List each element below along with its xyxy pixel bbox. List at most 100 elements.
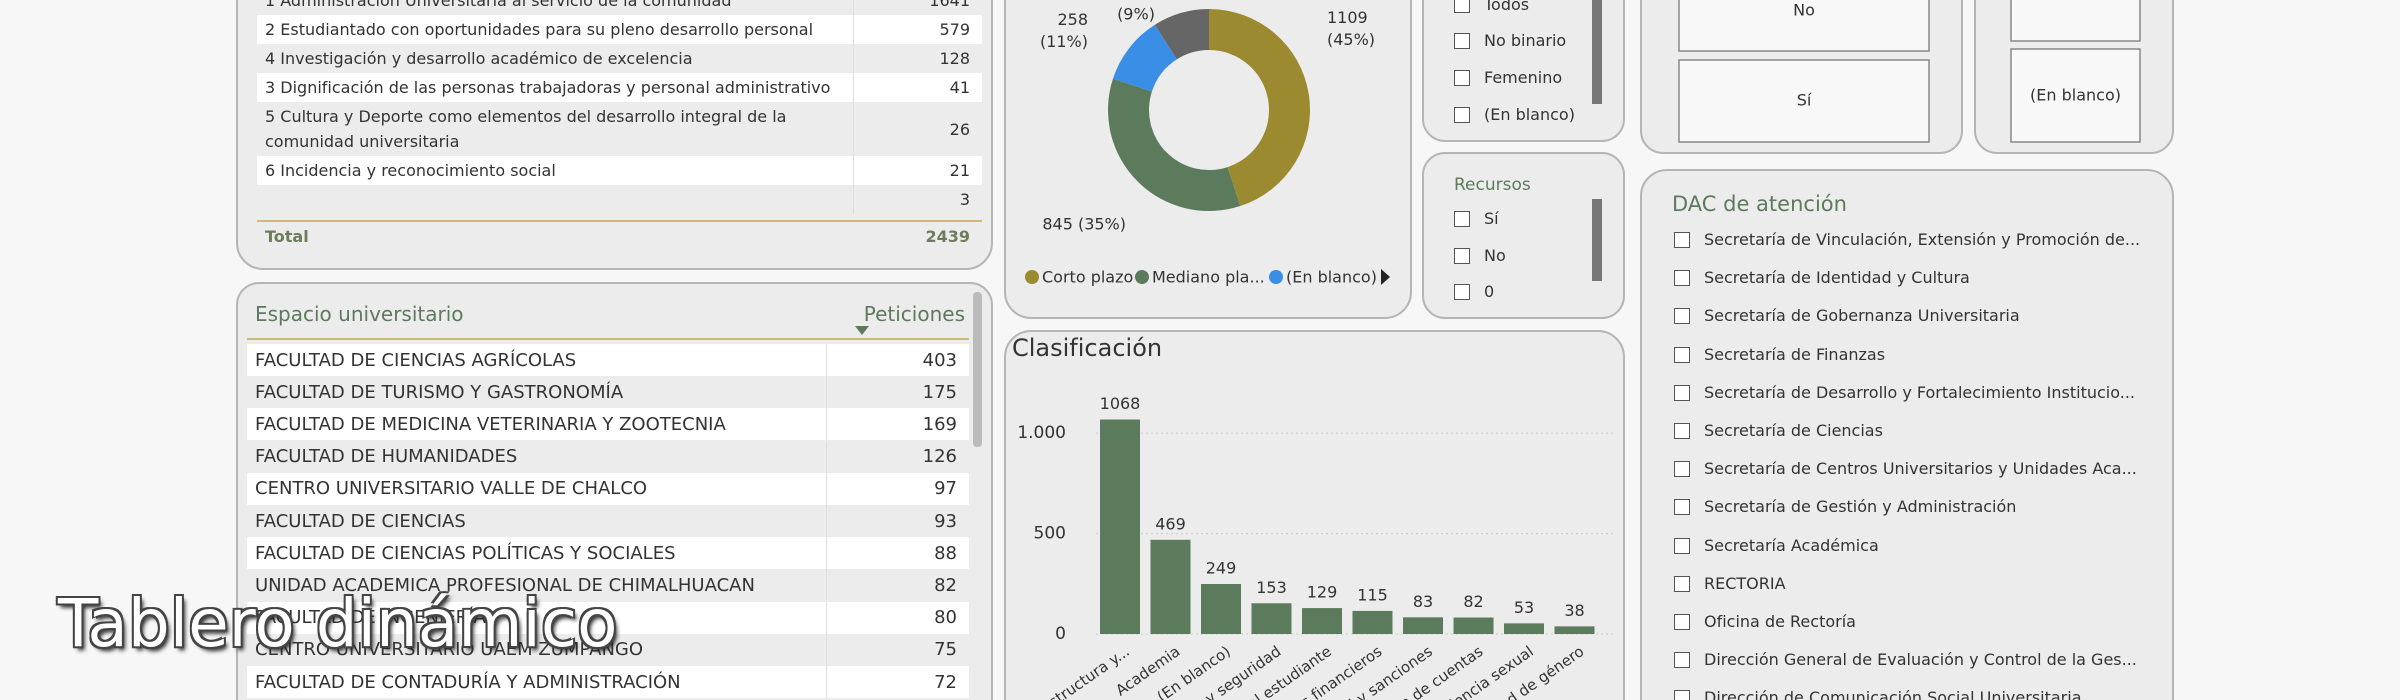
checkbox[interactable] xyxy=(1454,284,1470,300)
watermark: Tablero dinámico xyxy=(58,585,618,662)
checkbox[interactable] xyxy=(1674,232,1690,248)
table-row: FACULTAD DE CIENCIAS AGRÍCOLAS 403 xyxy=(247,344,969,376)
checkbox[interactable] xyxy=(1674,690,1690,700)
checkbox-label[interactable]: Secretaría de Vinculación, Extensión y P… xyxy=(1704,230,2141,249)
table-header: Espacio universitario Peticiones xyxy=(247,290,969,340)
checkbox[interactable] xyxy=(1674,537,1690,554)
row-value: 1641 xyxy=(853,0,982,15)
bar xyxy=(1554,626,1595,634)
total-row: Total 2439 xyxy=(257,220,982,250)
table-row: 1 Administración Universitaria al servic… xyxy=(257,0,982,15)
checkbox-label[interactable]: Todos xyxy=(1484,0,1530,14)
checkbox[interactable] xyxy=(1674,423,1690,439)
checkbox-label[interactable]: Dirección de Comunicación Social Univers… xyxy=(1704,688,2082,700)
scrollbar[interactable] xyxy=(973,292,982,447)
bar xyxy=(1150,539,1191,634)
header-value: Peticiones xyxy=(863,302,965,326)
label-line: (11%) xyxy=(1040,32,1088,51)
y-tick-label: 1.000 xyxy=(1017,423,1066,443)
label-line: 258 xyxy=(1057,10,1088,29)
checkbox[interactable] xyxy=(1674,614,1690,630)
bar xyxy=(1201,583,1241,634)
donut-slice xyxy=(1112,24,1177,92)
row-label: FACULTAD DE CIENCIAS xyxy=(255,510,466,532)
checkbox-label[interactable]: No xyxy=(1484,246,1506,265)
legend-swatch xyxy=(1135,270,1149,284)
data-label: (9%) xyxy=(1117,5,1155,24)
checkbox-label[interactable]: 0 xyxy=(1484,282,1495,301)
checkbox[interactable] xyxy=(1674,308,1690,325)
tile[interactable] xyxy=(2010,48,2141,143)
checkbox[interactable] xyxy=(1674,575,1690,592)
row-value: 93 xyxy=(826,505,969,537)
checkbox[interactable] xyxy=(1454,33,1470,49)
bar xyxy=(1504,623,1544,634)
row-value: 82 xyxy=(826,569,969,602)
donut-slice xyxy=(1107,78,1241,212)
gender-panel xyxy=(1422,0,1625,142)
checkbox-label[interactable]: Sí xyxy=(1484,209,1499,228)
bar xyxy=(1453,617,1494,634)
scrollbar[interactable] xyxy=(1592,0,1602,104)
checkbox-label[interactable]: Secretaría de Finanzas xyxy=(1704,344,1886,364)
sort-arrow[interactable] xyxy=(855,326,869,335)
checkbox-label[interactable]: RECTORIA xyxy=(1704,573,1786,593)
row-label: FACULTAD DE INGENIERÍA xyxy=(255,607,486,629)
checkbox[interactable] xyxy=(1454,70,1470,86)
data-label: 1109 (45%) xyxy=(1327,8,1375,49)
legend-swatch xyxy=(1025,270,1039,284)
tile[interactable] xyxy=(1678,59,1930,143)
row-value: 403 xyxy=(826,344,969,376)
table-row: 5 Cultura y Deporte como elementos del d… xyxy=(257,102,982,156)
checkbox[interactable] xyxy=(1674,499,1690,516)
dac-panel xyxy=(1640,169,2174,700)
row-label: 6 Incidencia y reconocimiento social xyxy=(265,161,556,180)
checkbox-label[interactable]: Secretaría de Gestión y Administración xyxy=(1704,497,2017,517)
legend-label: Corto plazo xyxy=(1042,268,1133,287)
scrollbar[interactable] xyxy=(1592,199,1602,281)
checkbox[interactable] xyxy=(1674,270,1690,287)
checkbox-label[interactable]: Dirección General de Evaluación y Contro… xyxy=(1704,650,2137,670)
table-row: CENTRO UNIVERSITARIO UAEM ZUMPANGO 75 xyxy=(247,633,969,666)
legend-label: Mediano pla... xyxy=(1152,268,1265,287)
table-row: 6 Incidencia y reconocimiento social 21 xyxy=(257,156,982,185)
total-value: 2439 xyxy=(925,226,970,246)
row-label: FACULTAD DE CIENCIAS AGRÍCOLAS xyxy=(255,349,577,371)
checkbox[interactable] xyxy=(1674,461,1690,478)
checkbox-label[interactable]: Secretaría de Desarrollo y Fortalecimien… xyxy=(1704,382,2135,402)
checkbox[interactable] xyxy=(1674,652,1690,669)
checkbox[interactable] xyxy=(1454,107,1470,123)
row-label: 4 Investigación y desarrollo académico d… xyxy=(265,49,693,68)
checkbox[interactable] xyxy=(1674,346,1690,363)
checkbox-label[interactable]: No binario xyxy=(1484,31,1567,50)
tile[interactable] xyxy=(2010,0,2141,42)
tile-label: No vacío xyxy=(2041,0,2110,4)
table-row: FACULTAD DE HUMANIDADES 126 xyxy=(247,440,969,473)
checkbox-label[interactable]: Secretaría de Identidad y Cultura xyxy=(1704,268,1970,288)
checkbox-label[interactable]: (En blanco) xyxy=(1484,105,1575,124)
table-row: FACULTAD DE CIENCIAS 93 xyxy=(247,505,969,537)
checkbox-label[interactable]: Femenino xyxy=(1484,68,1563,87)
tile[interactable] xyxy=(1678,0,1930,52)
row-value: 128 xyxy=(853,44,982,73)
value-label: 469 xyxy=(1155,514,1186,533)
checkbox-label[interactable]: Secretaría de Gobernanza Universitaria xyxy=(1704,306,2020,326)
checkbox[interactable] xyxy=(1454,211,1470,227)
row-value: 80 xyxy=(826,601,969,634)
donut-panel xyxy=(1004,0,1412,319)
data-label: 258 (11%) xyxy=(1040,10,1088,51)
checkbox-label[interactable]: Secretaría de Ciencias xyxy=(1704,421,1883,440)
total-label: Total xyxy=(265,226,309,246)
checkbox-label[interactable]: Oficina de Rectoría xyxy=(1704,612,1856,631)
checkbox[interactable] xyxy=(1454,248,1470,264)
checkbox-label[interactable]: Secretaría de Centros Universitarios y U… xyxy=(1704,459,2137,479)
row-value: 579 xyxy=(853,15,982,44)
table-row: 3 Dignificación de las personas trabajad… xyxy=(257,73,982,102)
checkbox[interactable] xyxy=(1674,384,1690,401)
legend-next[interactable] xyxy=(1381,269,1390,285)
row-label: FACULTAD DE HUMANIDADES xyxy=(255,446,518,468)
row-label: 5 Cultura y Deporte como elementos del d… xyxy=(265,107,787,151)
checkbox[interactable] xyxy=(1454,0,1470,13)
checkbox-label[interactable]: Secretaría Académica xyxy=(1704,535,1879,555)
